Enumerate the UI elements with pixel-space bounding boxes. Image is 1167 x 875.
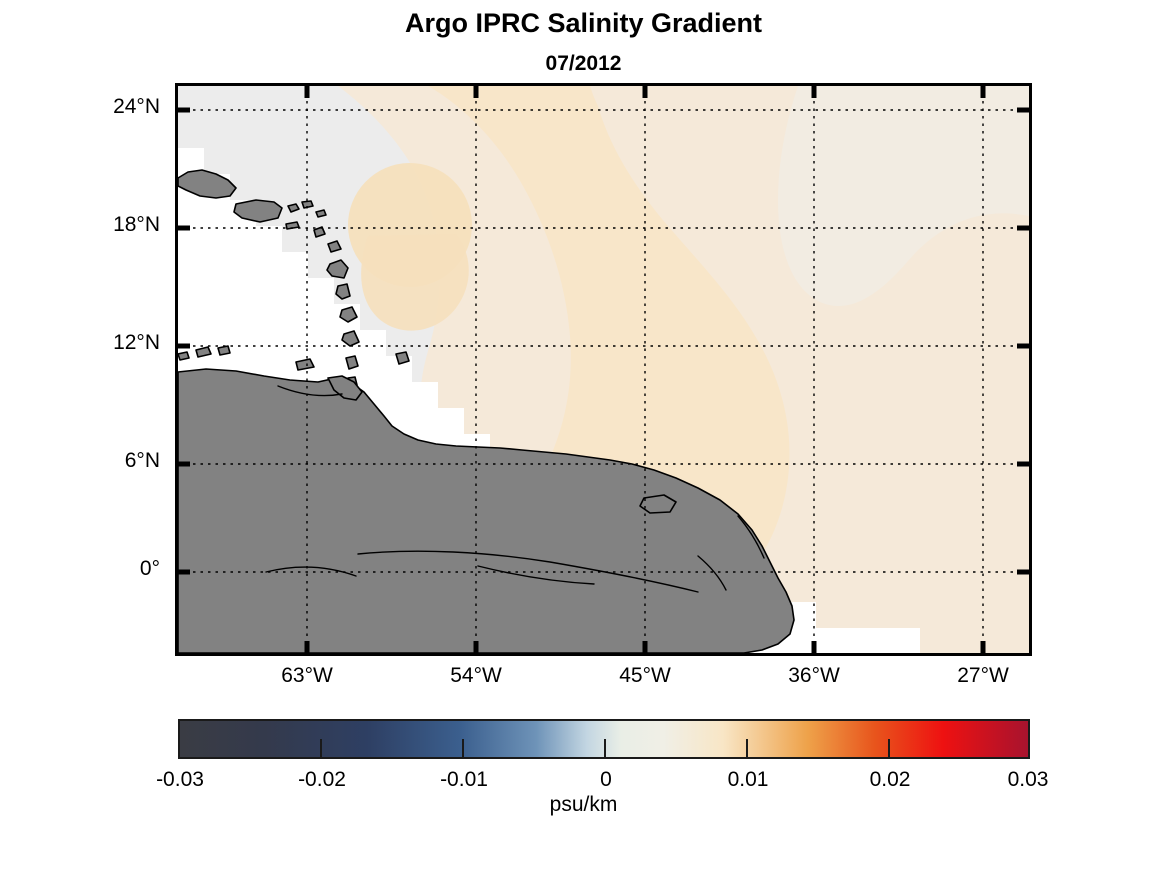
land-orinoco-delta xyxy=(327,375,363,401)
ytick-label-6N: 6°N xyxy=(124,449,160,472)
xtick-label-45W: 45°W xyxy=(619,664,671,687)
land-isla-margarita xyxy=(295,358,315,371)
coast-inlet-1 xyxy=(737,515,765,559)
colorbar-label-0.03: 0.03 xyxy=(1007,768,1049,791)
ytick-label-0: 0° xyxy=(139,557,160,580)
river-amazon-branch xyxy=(477,565,595,585)
land-aruba xyxy=(178,351,190,361)
land-dominica xyxy=(335,283,351,300)
land-martinique xyxy=(339,306,358,323)
coastline-detail xyxy=(265,385,765,593)
land-masses xyxy=(178,169,795,653)
gridlines xyxy=(178,86,1029,653)
colorbar-tick-0 xyxy=(320,739,322,759)
colorbar-label-0.02: 0.02 xyxy=(869,768,911,791)
land-curacao xyxy=(195,346,212,358)
colorbar-label--0.02: -0.02 xyxy=(298,768,346,791)
land-hispaniola xyxy=(178,169,237,199)
land-barbados xyxy=(395,351,410,365)
land-marajo-island xyxy=(639,494,677,514)
land-st-vincent xyxy=(345,355,359,370)
ytick-label-18N: 18°N xyxy=(113,213,160,236)
colorbar-label--0.01: -0.01 xyxy=(440,768,488,791)
colorbar-label-0.01: 0.01 xyxy=(727,768,769,791)
tick-marks xyxy=(178,86,1029,653)
colorbar-unit-label: psu/km xyxy=(549,793,618,816)
xtick-label-27W: 27°W xyxy=(957,664,1009,687)
land-virgin-islands-b xyxy=(301,200,314,209)
colorbar-tick-4 xyxy=(888,739,890,759)
xtick-label-36W: 36°W xyxy=(788,664,840,687)
land-st-martin xyxy=(313,226,326,238)
river-amazon xyxy=(357,550,699,593)
colorbar-tick-2 xyxy=(604,739,606,759)
land-anguilla xyxy=(315,209,327,218)
land-puerto-rico xyxy=(233,199,283,223)
map-plot xyxy=(178,86,1029,653)
nodata-region-southeast xyxy=(868,628,920,653)
river-orinoco xyxy=(277,385,343,397)
xtick-label-54W: 54°W xyxy=(450,664,502,687)
land-st-lucia xyxy=(341,330,360,347)
land-virgin-islands-c xyxy=(285,221,300,230)
land-antigua xyxy=(327,240,342,253)
colorbar-tick-3 xyxy=(746,739,748,759)
coast-inlet-2 xyxy=(697,555,727,591)
river-branch-2 xyxy=(265,566,357,577)
map-axes[interactable] xyxy=(175,83,1032,656)
xtick-label-63W: 63°W xyxy=(281,664,333,687)
colorbar-label-0: 0 xyxy=(600,768,612,791)
colorbar-tick-1 xyxy=(462,739,464,759)
figure-subtitle: 07/2012 xyxy=(545,52,622,75)
contour-level-4-core-tail xyxy=(361,234,469,331)
colorbar-label--0.03: -0.03 xyxy=(156,768,204,791)
ytick-label-24N: 24°N xyxy=(113,95,160,118)
ytick-label-12N: 12°N xyxy=(113,331,160,354)
land-guadeloupe xyxy=(326,259,349,279)
land-virgin-islands-a xyxy=(287,203,300,213)
figure-title: Argo IPRC Salinity Gradient xyxy=(404,8,763,38)
